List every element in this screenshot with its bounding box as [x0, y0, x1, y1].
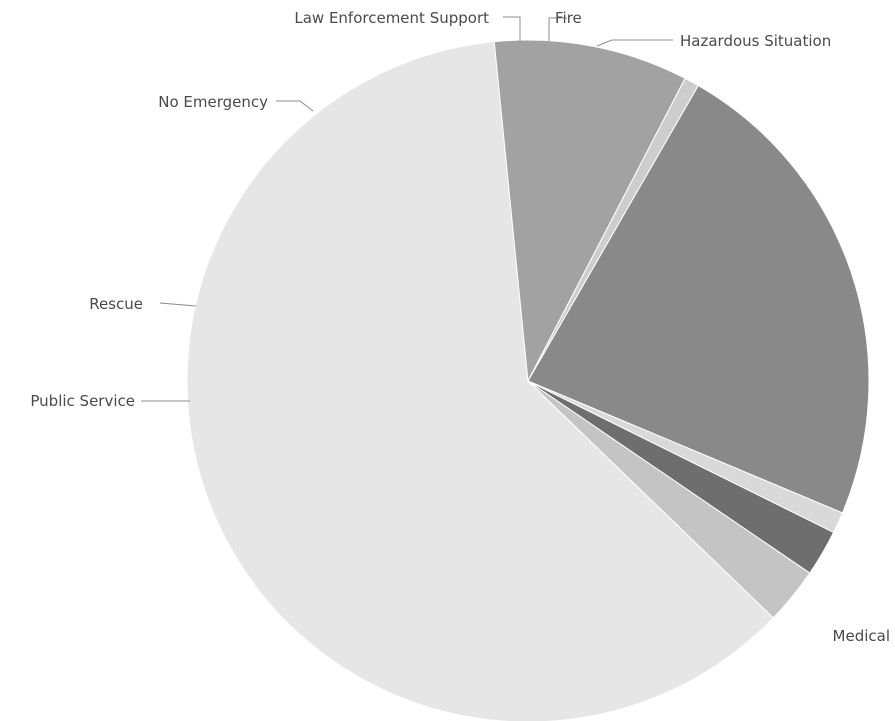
pie-slice-public-service [493, 39, 686, 383]
leader-line-hazardous-situation [596, 39, 673, 47]
slice-label-rescue: Rescue [89, 295, 143, 313]
labels-layer: Medical Public Service Rescue No Emergency L… [30, 9, 890, 645]
leader-line-rescue [159, 302, 197, 307]
slice-label-no-emergency: No Emergency [158, 93, 268, 111]
slice-label-medical: Medical [833, 627, 890, 645]
leader-line-fire [548, 17, 567, 41]
slice-label-law-enforcement-support: Law Enforcement Support [294, 9, 489, 27]
leader-line-no-emergency [276, 100, 314, 112]
pie-slice-hazardous-situation [527, 380, 811, 619]
leader-line-law-enforcement-support [503, 16, 521, 42]
pie-slice-no-emergency [527, 84, 870, 514]
slices-layer [186, 39, 870, 721]
leader-lines-layer [141, 16, 673, 402]
pie-slice-medical [186, 41, 774, 721]
slice-label-fire: Fire [555, 9, 582, 27]
slice-label-public-service: Public Service [30, 392, 135, 410]
slice-label-hazardous-situation: Hazardous Situation [680, 32, 831, 50]
